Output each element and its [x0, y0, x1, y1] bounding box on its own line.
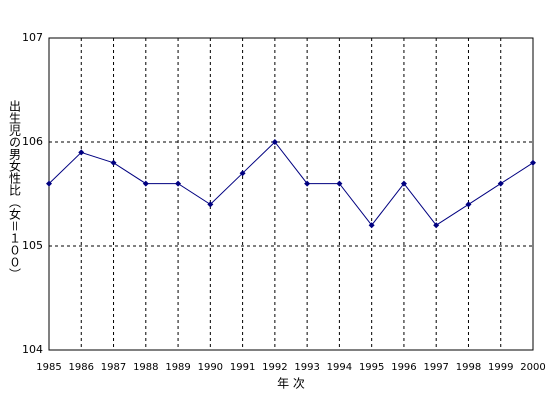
data-point — [175, 180, 182, 187]
data-point — [465, 201, 472, 208]
x-tick-label: 2000 — [520, 362, 545, 373]
x-axis-label: 年 次 — [277, 377, 305, 391]
x-tick-label: 1988 — [133, 362, 158, 373]
plot-frame — [48, 37, 534, 351]
x-tick-label: 1999 — [488, 362, 513, 373]
data-point — [239, 170, 246, 177]
x-tick-label: 1994 — [327, 362, 352, 373]
data-point — [400, 180, 407, 187]
x-tick-label: 1997 — [423, 362, 448, 373]
data-point — [46, 180, 52, 187]
y-tick-label: 106 — [22, 135, 43, 148]
y-tick-label: 105 — [22, 239, 43, 252]
data-point — [497, 180, 504, 187]
data-point — [336, 180, 343, 187]
y-tick-label: 107 — [22, 31, 43, 44]
data-point — [304, 180, 311, 187]
x-tick-label: 1996 — [391, 362, 416, 373]
x-tick-label: 1995 — [359, 362, 384, 373]
x-tick-label: 1989 — [165, 362, 190, 373]
data-point — [142, 180, 149, 187]
data-point — [530, 159, 536, 166]
x-tick-label: 1992 — [262, 362, 287, 373]
x-tick-label: 1993 — [294, 362, 319, 373]
data-point — [368, 222, 375, 229]
data-point — [271, 139, 278, 145]
y-axis-label: 出生児の男女性比（女＝１００） — [8, 100, 22, 280]
data-line — [48, 141, 534, 227]
x-tick-label: 1985 — [36, 362, 61, 373]
data-point — [78, 149, 85, 156]
y-tick-label: 104 — [22, 343, 43, 356]
x-tick-label: 1998 — [456, 362, 481, 373]
data-point — [110, 159, 117, 166]
data-point — [207, 201, 214, 208]
x-tick-label: 1986 — [69, 362, 94, 373]
x-tick-label: 1987 — [101, 362, 126, 373]
data-point — [433, 222, 440, 229]
x-tick-label: 1990 — [198, 362, 223, 373]
x-tick-label: 1991 — [230, 362, 255, 373]
